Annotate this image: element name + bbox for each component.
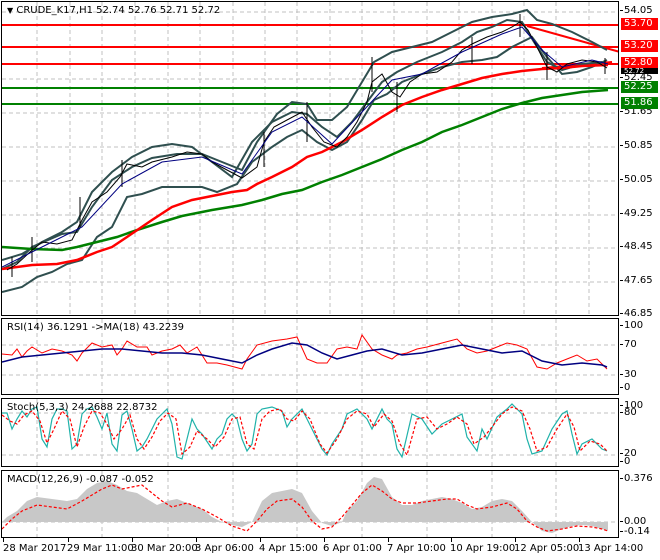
rsi-title: RSI(14) 36.1291 ->MA(18) 43.2239: [7, 322, 184, 333]
rsi-tick: 70: [620, 339, 637, 350]
stoch-tick: 100: [619, 400, 644, 411]
price-tick: 50.05: [620, 174, 653, 185]
time-tick: [324, 538, 325, 542]
level-badge-resistance: 53.20: [621, 40, 658, 52]
time-label: 28 Mar 2017: [3, 543, 67, 554]
price-tick: 52.45: [620, 72, 653, 83]
time-tick: [260, 538, 261, 542]
price-chart-canvas: [2, 2, 618, 315]
level-badge-resistance: 53.70: [621, 18, 658, 30]
level-badge-resistance: 52.80: [621, 57, 658, 69]
time-label: 4 Apr 15:00: [259, 543, 318, 554]
time-label: 7 Apr 10:00: [387, 543, 446, 554]
time-tick: [132, 538, 133, 542]
rsi-panel[interactable]: RSI(14) 36.1291 ->MA(18) 43.2239: [1, 318, 619, 395]
time-tick: [388, 538, 389, 542]
stochastic-canvas: [2, 399, 618, 466]
macd-tick: -0.14: [620, 526, 650, 537]
main-chart-panel[interactable]: ▼ CRUDE_K17,H1 52.74 52.76 52.71 52.72: [1, 1, 619, 316]
current-price-badge: 52.72: [621, 68, 658, 74]
time-label: 6 Apr 01:00: [323, 543, 382, 554]
macd-canvas: [2, 471, 618, 537]
price-axis[interactable]: 54.05 52.45 51.65 50.85 50.05 49.25 48.4…: [620, 1, 660, 319]
price-tick: 50.85: [620, 140, 653, 151]
symbol-ohlc-text: CRUDE_K17,H1 52.74 52.76 52.71 52.72: [16, 5, 221, 16]
time-label: 29 Mar 11:00: [67, 543, 134, 554]
rsi-canvas: [2, 319, 618, 394]
stoch-tick: 0: [619, 456, 631, 467]
time-label: 13 Apr 14:00: [578, 543, 644, 554]
level-badge-support: 51.86: [621, 97, 658, 109]
time-label: 10 Apr 19:00: [450, 543, 516, 554]
time-label: 12 Apr 05:00: [514, 543, 580, 554]
price-tick: 49.25: [620, 208, 653, 219]
time-tick: [515, 538, 516, 542]
stochastic-axis: 100 80 20 0: [619, 398, 660, 467]
macd-panel[interactable]: MACD(12,26,9) -0.087 -0.052: [1, 470, 619, 538]
time-label: 3 Apr 06:00: [195, 543, 254, 554]
time-tick: [3, 538, 4, 542]
macd-tick: 0.00: [619, 516, 647, 527]
collapse-triangle-icon[interactable]: ▼: [7, 6, 14, 15]
symbol-header: ▼ CRUDE_K17,H1 52.74 52.76 52.71 52.72: [7, 5, 220, 16]
rsi-axis: 100 70 30 0: [619, 318, 660, 395]
time-tick: [451, 538, 452, 542]
stochastic-panel[interactable]: Stoch(5,3,3) 24.2688 22.8732: [1, 398, 619, 467]
rsi-tick: 100: [619, 320, 644, 331]
price-tick: 47.65: [620, 275, 653, 286]
price-tick: 46.85: [620, 308, 653, 319]
rsi-tick: 0: [619, 382, 631, 393]
time-label: 30 Mar 20:00: [131, 543, 198, 554]
stoch-tick: 80: [620, 407, 637, 418]
time-tick: [68, 538, 69, 542]
stochastic-title: Stoch(5,3,3) 24.2688 22.8732: [7, 402, 158, 413]
time-tick: [196, 538, 197, 542]
price-tick: 51.65: [620, 106, 653, 117]
time-tick: [579, 538, 580, 542]
price-tick: 54.05: [620, 5, 653, 16]
macd-axis: 0.376 0.00 -0.14: [619, 470, 660, 538]
macd-tick: 0.376: [620, 473, 653, 484]
macd-title: MACD(12,26,9) -0.087 -0.052: [7, 474, 154, 485]
rsi-tick: 30: [620, 369, 637, 380]
price-tick: 48.45: [620, 241, 653, 252]
level-badge-support: 52.25: [621, 81, 658, 93]
stoch-tick: 20: [620, 448, 637, 459]
